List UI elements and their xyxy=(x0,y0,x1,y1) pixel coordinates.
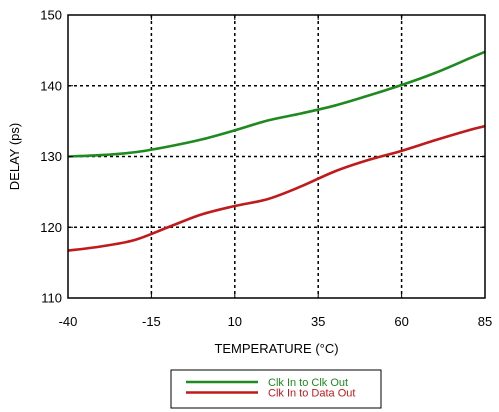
y-tick-label: 150 xyxy=(40,8,62,23)
series-line-1 xyxy=(67,50,486,158)
series-line-2 xyxy=(67,124,486,252)
x-tick-label: 35 xyxy=(311,314,325,329)
y-tick-label: 130 xyxy=(40,149,62,164)
legend-label-1: Clk In to Clk Out xyxy=(268,377,348,389)
y-tick-label: 140 xyxy=(40,78,62,93)
tick-labels: -40 -15 10 35 60 85 110 120 130 140 150 xyxy=(40,8,492,330)
x-tick-label: 85 xyxy=(478,314,492,329)
grid xyxy=(68,15,485,298)
legend-label-2: Clk In to Data Out xyxy=(268,388,355,400)
y-axis-title: DELAY (ps) xyxy=(7,123,22,190)
series-lines xyxy=(67,50,486,252)
x-tick-label: -15 xyxy=(142,314,161,329)
legend-box xyxy=(170,369,382,409)
x-axis-title: TEMPERATURE (°C) xyxy=(214,341,338,356)
x-tick-label: -40 xyxy=(59,314,78,329)
x-tick-label: 60 xyxy=(394,314,408,329)
x-tick-label: 10 xyxy=(228,314,242,329)
y-tick-label: 120 xyxy=(40,220,62,235)
y-tick-label: 110 xyxy=(41,291,62,306)
axis-ticks xyxy=(67,14,486,299)
